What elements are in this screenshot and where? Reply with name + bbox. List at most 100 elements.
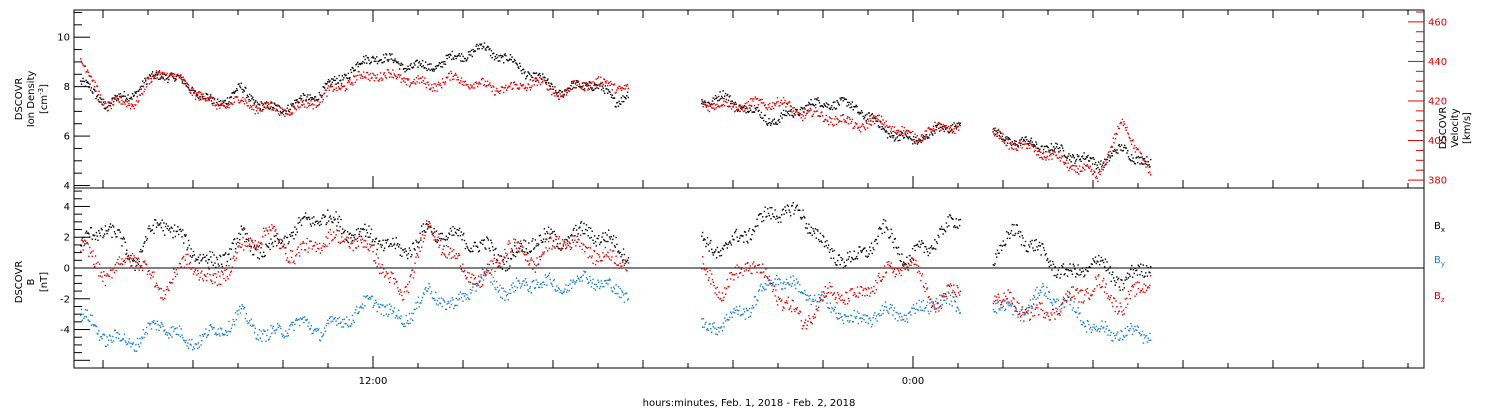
- data-point: [1005, 308, 1007, 310]
- data-point: [433, 227, 435, 230]
- data-point: [808, 103, 811, 105]
- data-point: [802, 209, 804, 211]
- data-point: [1020, 314, 1023, 317]
- data-point: [508, 59, 510, 61]
- data-point: [999, 309, 1001, 311]
- data-point: [810, 226, 812, 228]
- data-point: [296, 231, 298, 233]
- data-point: [215, 256, 218, 259]
- data-point: [851, 118, 854, 120]
- data-point: [709, 242, 711, 244]
- data-point: [1102, 169, 1104, 171]
- data-point: [259, 337, 261, 339]
- data-point: [285, 330, 287, 332]
- data-point: [1038, 241, 1041, 244]
- data-point: [879, 120, 881, 122]
- data-point: [349, 77, 351, 79]
- data-point: [533, 84, 535, 86]
- data-point: [182, 229, 184, 231]
- data-point: [845, 121, 847, 124]
- data-point: [369, 62, 372, 64]
- data-point: [862, 123, 864, 126]
- data-point: [605, 82, 607, 84]
- data-point: [135, 104, 137, 106]
- data-point: [256, 338, 258, 340]
- data-point: [883, 231, 886, 234]
- data-point: [585, 276, 588, 279]
- data-point: [530, 250, 532, 252]
- data-point: [925, 134, 928, 136]
- data-point: [749, 107, 751, 109]
- data-point: [781, 117, 783, 119]
- data-point: [755, 225, 757, 227]
- data-point: [1091, 168, 1093, 171]
- data-point: [743, 106, 745, 108]
- data-point: [270, 325, 272, 327]
- data-point: [761, 290, 763, 292]
- data-point: [199, 95, 201, 98]
- data-point: [392, 69, 394, 71]
- data-point: [858, 246, 860, 248]
- data-point: [433, 83, 435, 85]
- data-point: [1052, 263, 1055, 265]
- data-point: [294, 226, 296, 228]
- data-point: [304, 94, 306, 96]
- data-point: [840, 316, 842, 318]
- data-point: [181, 78, 183, 81]
- data-point: [509, 85, 511, 87]
- data-point: [701, 326, 704, 328]
- data-point: [744, 231, 747, 233]
- data-point: [772, 107, 775, 110]
- data-point: [445, 235, 448, 237]
- data-point: [415, 77, 418, 79]
- data-point: [1145, 166, 1147, 168]
- data-point: [466, 83, 468, 86]
- data-point: [928, 312, 930, 315]
- data-point: [799, 292, 802, 294]
- data-point: [768, 106, 770, 108]
- data-point: [478, 81, 480, 83]
- data-point: [202, 98, 204, 100]
- data-point: [454, 304, 457, 306]
- data-point: [428, 221, 430, 223]
- data-point: [820, 294, 822, 297]
- data-point: [759, 99, 762, 101]
- data-point: [957, 227, 959, 229]
- data-point: [267, 329, 269, 331]
- data-point: [781, 209, 784, 211]
- data-point: [301, 101, 304, 103]
- data-point: [878, 228, 880, 230]
- data-point: [1092, 173, 1094, 175]
- data-point: [815, 106, 817, 109]
- data-point: [460, 53, 463, 55]
- data-point: [1055, 142, 1057, 144]
- data-point: [374, 240, 376, 243]
- data-point: [392, 77, 395, 79]
- data-point: [199, 97, 201, 99]
- data-point: [601, 85, 603, 88]
- data-point: [1021, 147, 1023, 149]
- data-point: [843, 261, 845, 264]
- data-point: [380, 59, 382, 61]
- data-point: [161, 77, 163, 79]
- data-point: [319, 340, 322, 342]
- data-point: [200, 98, 202, 101]
- data-point: [111, 236, 113, 239]
- data-point: [426, 290, 429, 292]
- data-point: [279, 247, 281, 250]
- data-point: [912, 130, 914, 133]
- data-point: [707, 109, 709, 111]
- data-point: [735, 103, 737, 105]
- data-point: [1143, 158, 1146, 160]
- data-point: [459, 55, 461, 57]
- data-point: [469, 251, 471, 253]
- data-point: [876, 117, 878, 120]
- data-point: [1070, 296, 1073, 299]
- data-point: [1077, 168, 1079, 170]
- data-point: [564, 288, 566, 290]
- data-point: [889, 135, 891, 137]
- data-point: [141, 85, 143, 87]
- data-point: [1040, 254, 1042, 256]
- data-point: [899, 259, 901, 262]
- data-point: [1070, 270, 1073, 272]
